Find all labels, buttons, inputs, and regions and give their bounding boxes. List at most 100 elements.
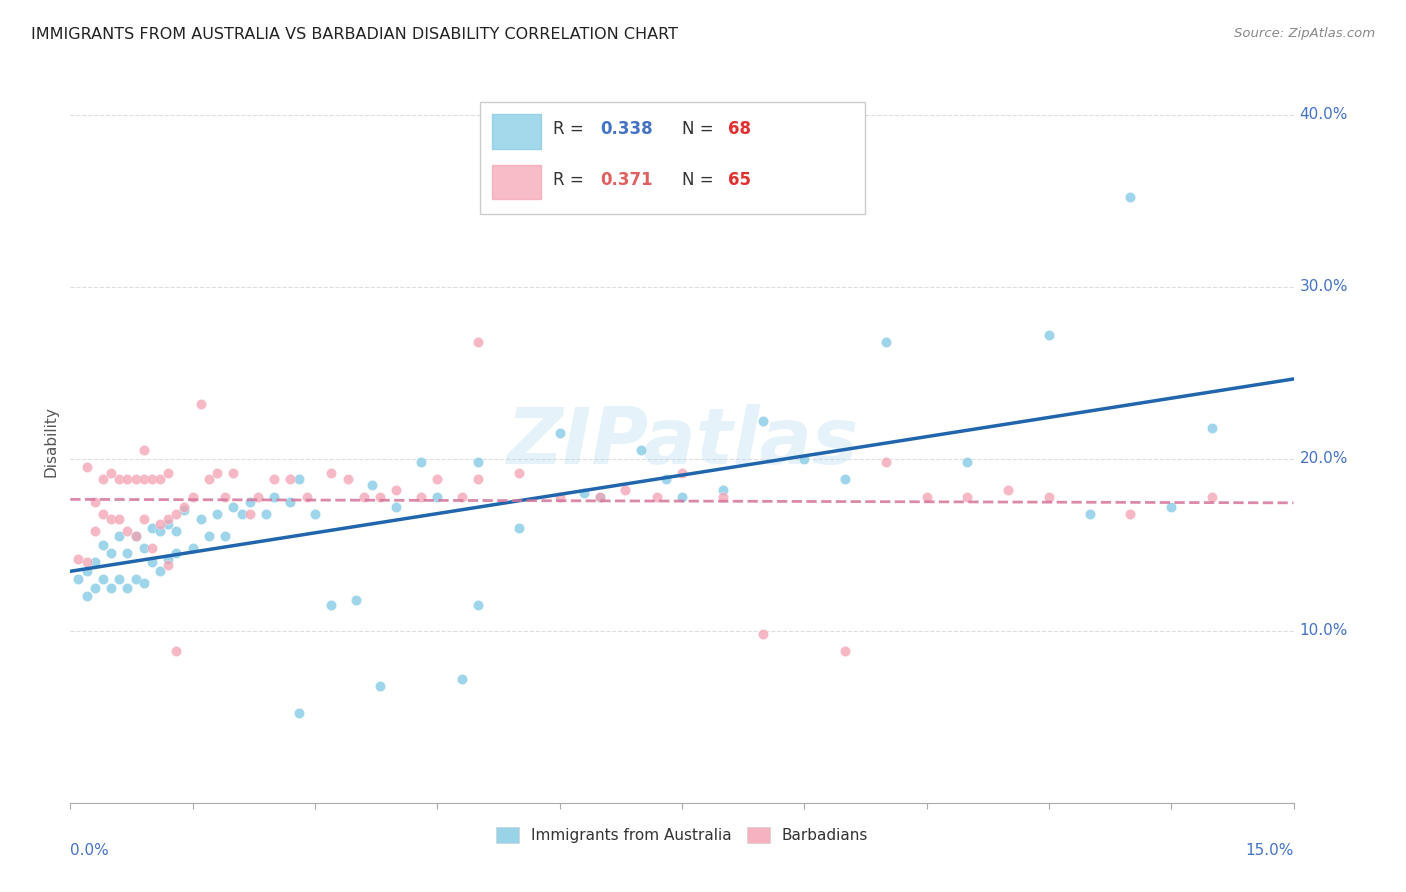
Point [117, 524, 139, 538]
Point [344, 592, 367, 607]
Point [1201, 421, 1223, 435]
Point [1038, 327, 1060, 342]
Point [181, 490, 204, 504]
Text: R =: R = [554, 171, 589, 189]
Point [132, 512, 155, 526]
Point [467, 334, 489, 349]
Point [76, 590, 98, 604]
Point [1078, 507, 1101, 521]
Point [100, 546, 122, 560]
Point [149, 564, 172, 578]
Point [875, 455, 897, 469]
Bar [492, 165, 541, 200]
Point [613, 483, 636, 497]
Point [108, 572, 131, 586]
Point [467, 472, 489, 486]
Point [254, 507, 277, 521]
Point [117, 581, 139, 595]
Text: 0.371: 0.371 [600, 171, 652, 189]
Point [149, 517, 172, 532]
Point [91, 572, 114, 586]
Point [76, 555, 98, 569]
Point [76, 460, 98, 475]
Point [214, 490, 236, 504]
Point [141, 541, 163, 556]
Point [647, 490, 669, 504]
Text: N =: N = [682, 120, 718, 138]
Point [141, 555, 163, 569]
Point [321, 466, 343, 480]
Point [1119, 507, 1142, 521]
Point [173, 503, 195, 517]
Text: 40.0%: 40.0% [1299, 107, 1348, 122]
Point [157, 466, 180, 480]
Point [246, 490, 269, 504]
Point [165, 546, 187, 560]
Text: 65: 65 [728, 171, 751, 189]
Point [915, 490, 938, 504]
Bar [492, 114, 541, 149]
Point [198, 472, 221, 486]
Text: ZIPatlas: ZIPatlas [506, 403, 858, 480]
Point [205, 507, 228, 521]
Point [548, 490, 571, 504]
Point [239, 494, 262, 508]
Point [157, 517, 180, 532]
Point [671, 490, 693, 504]
Text: IMMIGRANTS FROM AUSTRALIA VS BARBADIAN DISABILITY CORRELATION CHART: IMMIGRANTS FROM AUSTRALIA VS BARBADIAN D… [31, 27, 678, 42]
Text: 15.0%: 15.0% [1246, 843, 1294, 857]
Point [132, 575, 155, 590]
Point [190, 512, 212, 526]
Point [409, 455, 432, 469]
Point [630, 443, 652, 458]
Point [671, 466, 693, 480]
Point [280, 494, 302, 508]
Point [83, 555, 105, 569]
Point [467, 598, 489, 612]
Point [117, 546, 139, 560]
Point [124, 472, 146, 486]
Point [83, 581, 105, 595]
Point [132, 443, 155, 458]
Point [124, 529, 146, 543]
Point [100, 466, 122, 480]
Point [1119, 190, 1142, 204]
Text: 0.0%: 0.0% [70, 843, 110, 857]
Point [263, 490, 285, 504]
Point [91, 472, 114, 486]
Point [149, 472, 172, 486]
Point [548, 425, 571, 440]
Point [589, 490, 612, 504]
Point [91, 538, 114, 552]
Point [190, 397, 212, 411]
Point [124, 529, 146, 543]
Point [875, 334, 897, 349]
Point [956, 490, 979, 504]
FancyBboxPatch shape [479, 102, 866, 214]
Text: Source: ZipAtlas.com: Source: ZipAtlas.com [1234, 27, 1375, 40]
Point [67, 551, 90, 566]
Point [589, 490, 612, 504]
Point [450, 490, 472, 504]
Point [157, 558, 180, 573]
Point [108, 512, 131, 526]
Point [67, 572, 90, 586]
Point [450, 672, 472, 686]
Point [100, 581, 122, 595]
Point [165, 524, 187, 538]
Point [263, 472, 285, 486]
Point [132, 472, 155, 486]
Point [997, 483, 1019, 497]
Point [711, 483, 734, 497]
Point [149, 524, 172, 538]
Point [83, 524, 105, 538]
Point [508, 466, 530, 480]
Y-axis label: Disability: Disability [44, 406, 59, 477]
Point [793, 451, 815, 466]
Point [572, 486, 595, 500]
Text: R =: R = [554, 120, 589, 138]
Point [368, 679, 391, 693]
Point [1038, 490, 1060, 504]
Point [336, 472, 359, 486]
Point [295, 490, 318, 504]
